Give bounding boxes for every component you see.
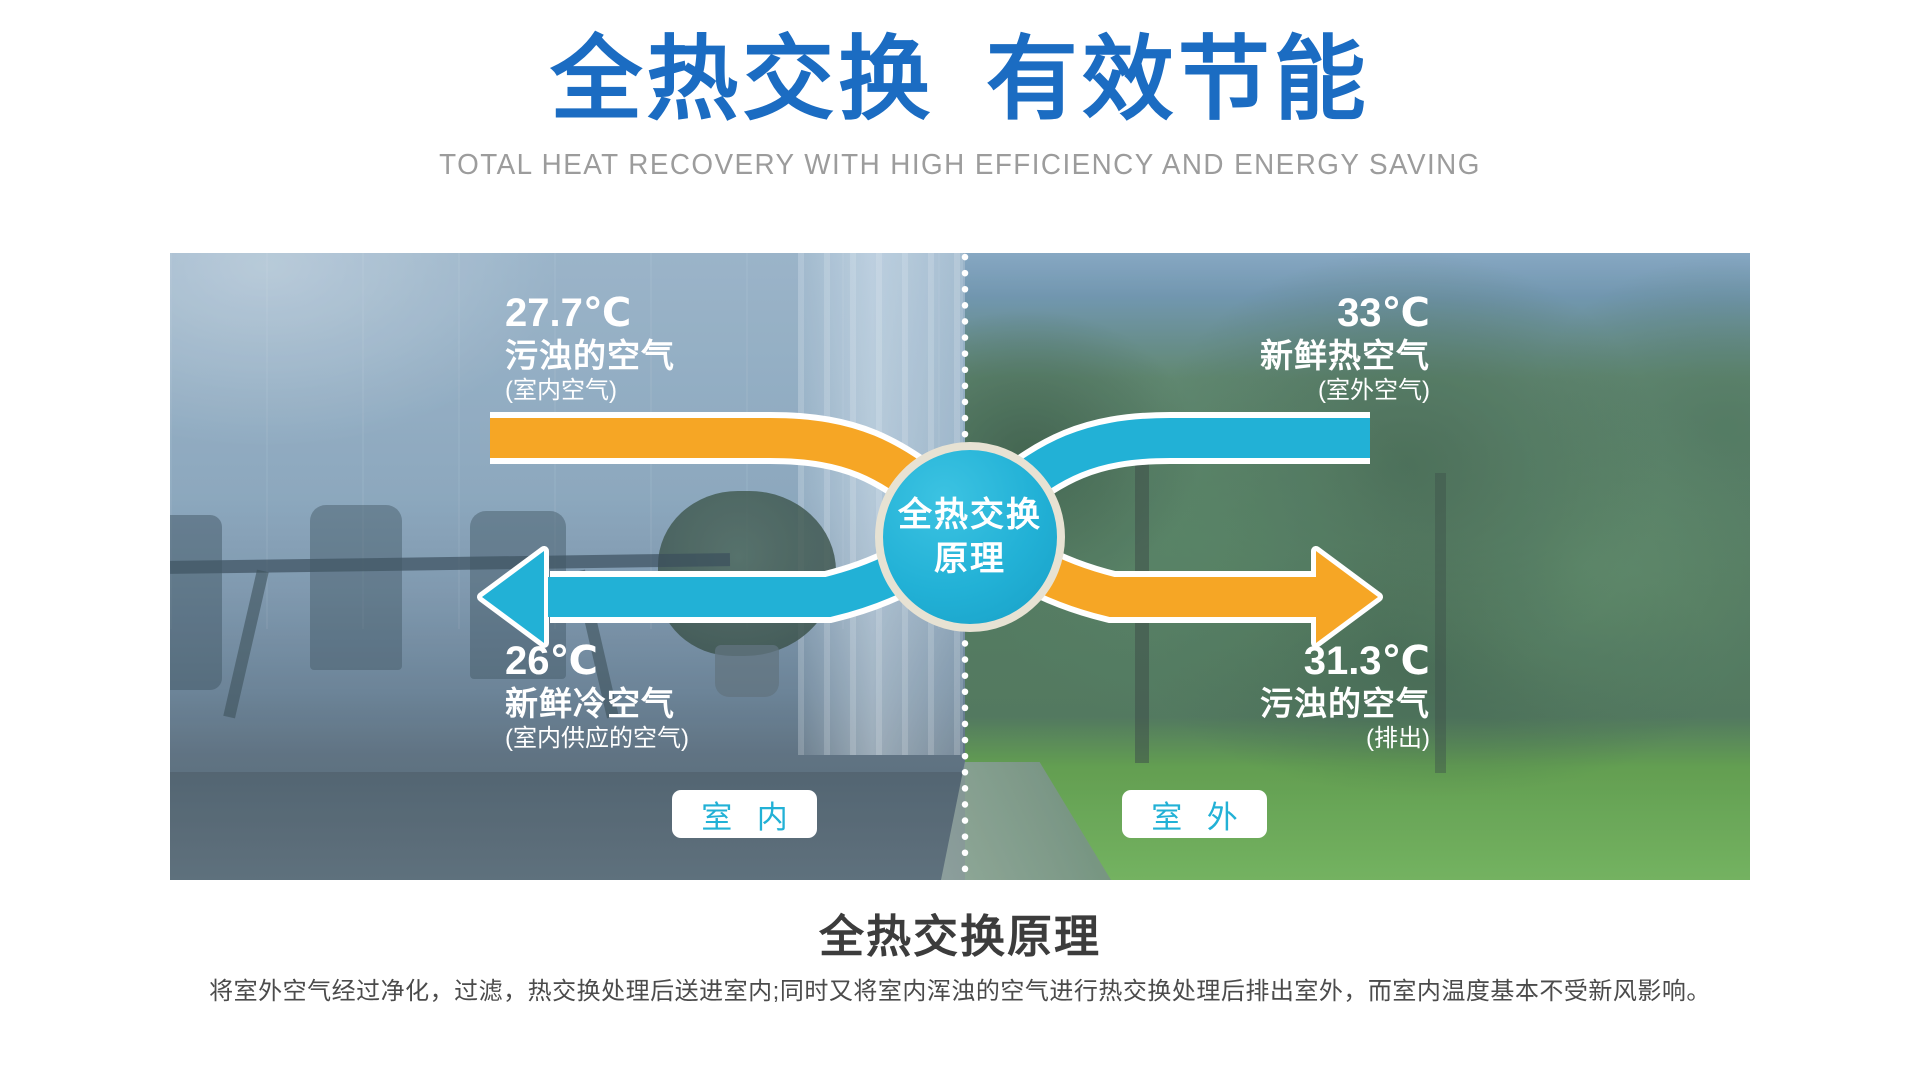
page-title: 全热交换 有效节能 [550,29,1370,131]
label-exhausted-air: 31.3℃ 污浊的空气 (排出) [1260,639,1430,753]
tree-trunk-decor [1435,473,1446,773]
core-label-line1: 全热交换 [898,495,1042,534]
temp-value: 31.3℃ [1303,639,1430,683]
heat-exchange-core-badge: 全热交换 原理 [875,442,1065,632]
indoor-zone-badge: 室 内 [672,790,817,838]
page-subtitle: TOTAL HEAT RECOVERY WITH HIGH EFFICIENCY… [439,149,1481,181]
label-outdoor-fresh-hot-air: 33℃ 新鲜热空气 (室外空气) [1260,291,1430,405]
heat-exchange-diagram: 全热交换 原理 27.7℃ 污浊的空气 (室内空气) 33℃ 新鲜热空气 (室外… [170,253,1750,880]
temp-value: 33℃ [1337,291,1430,335]
supply-arrowhead [482,551,544,643]
air-name: 污浊的空气 [505,336,675,374]
outdoor-zone-badge: 室 外 [1122,790,1267,838]
label-indoor-fresh-cool-air: 26℃ 新鲜冷空气 (室内供应的空气) [505,639,689,753]
air-name: 新鲜冷空气 [505,684,675,722]
chair-decor [310,505,402,670]
section-title: 全热交换原理 [818,911,1101,962]
section-description: 将室外空气经过净化，过滤，热交换处理后送进室内;同时又将室内浑浊的空气进行热交换… [209,978,1711,1005]
core-label-line2: 原理 [934,540,1006,578]
air-note: (室内供应的空气) [505,724,689,752]
chair-decor [170,515,222,690]
exhaust-arrowhead [1316,551,1378,643]
label-indoor-exhaust-air: 27.7℃ 污浊的空气 (室内空气) [505,291,675,405]
temp-value: 27.7℃ [505,291,632,335]
air-name: 污浊的空气 [1260,684,1430,722]
air-note: (室外空气) [1318,376,1430,404]
rug-decor [170,772,965,880]
temp-value: 26℃ [505,639,598,683]
air-note: (排出) [1366,724,1430,752]
air-name: 新鲜热空气 [1260,336,1430,374]
air-note: (室内空气) [505,376,617,404]
plant-pot-decor [715,645,779,697]
